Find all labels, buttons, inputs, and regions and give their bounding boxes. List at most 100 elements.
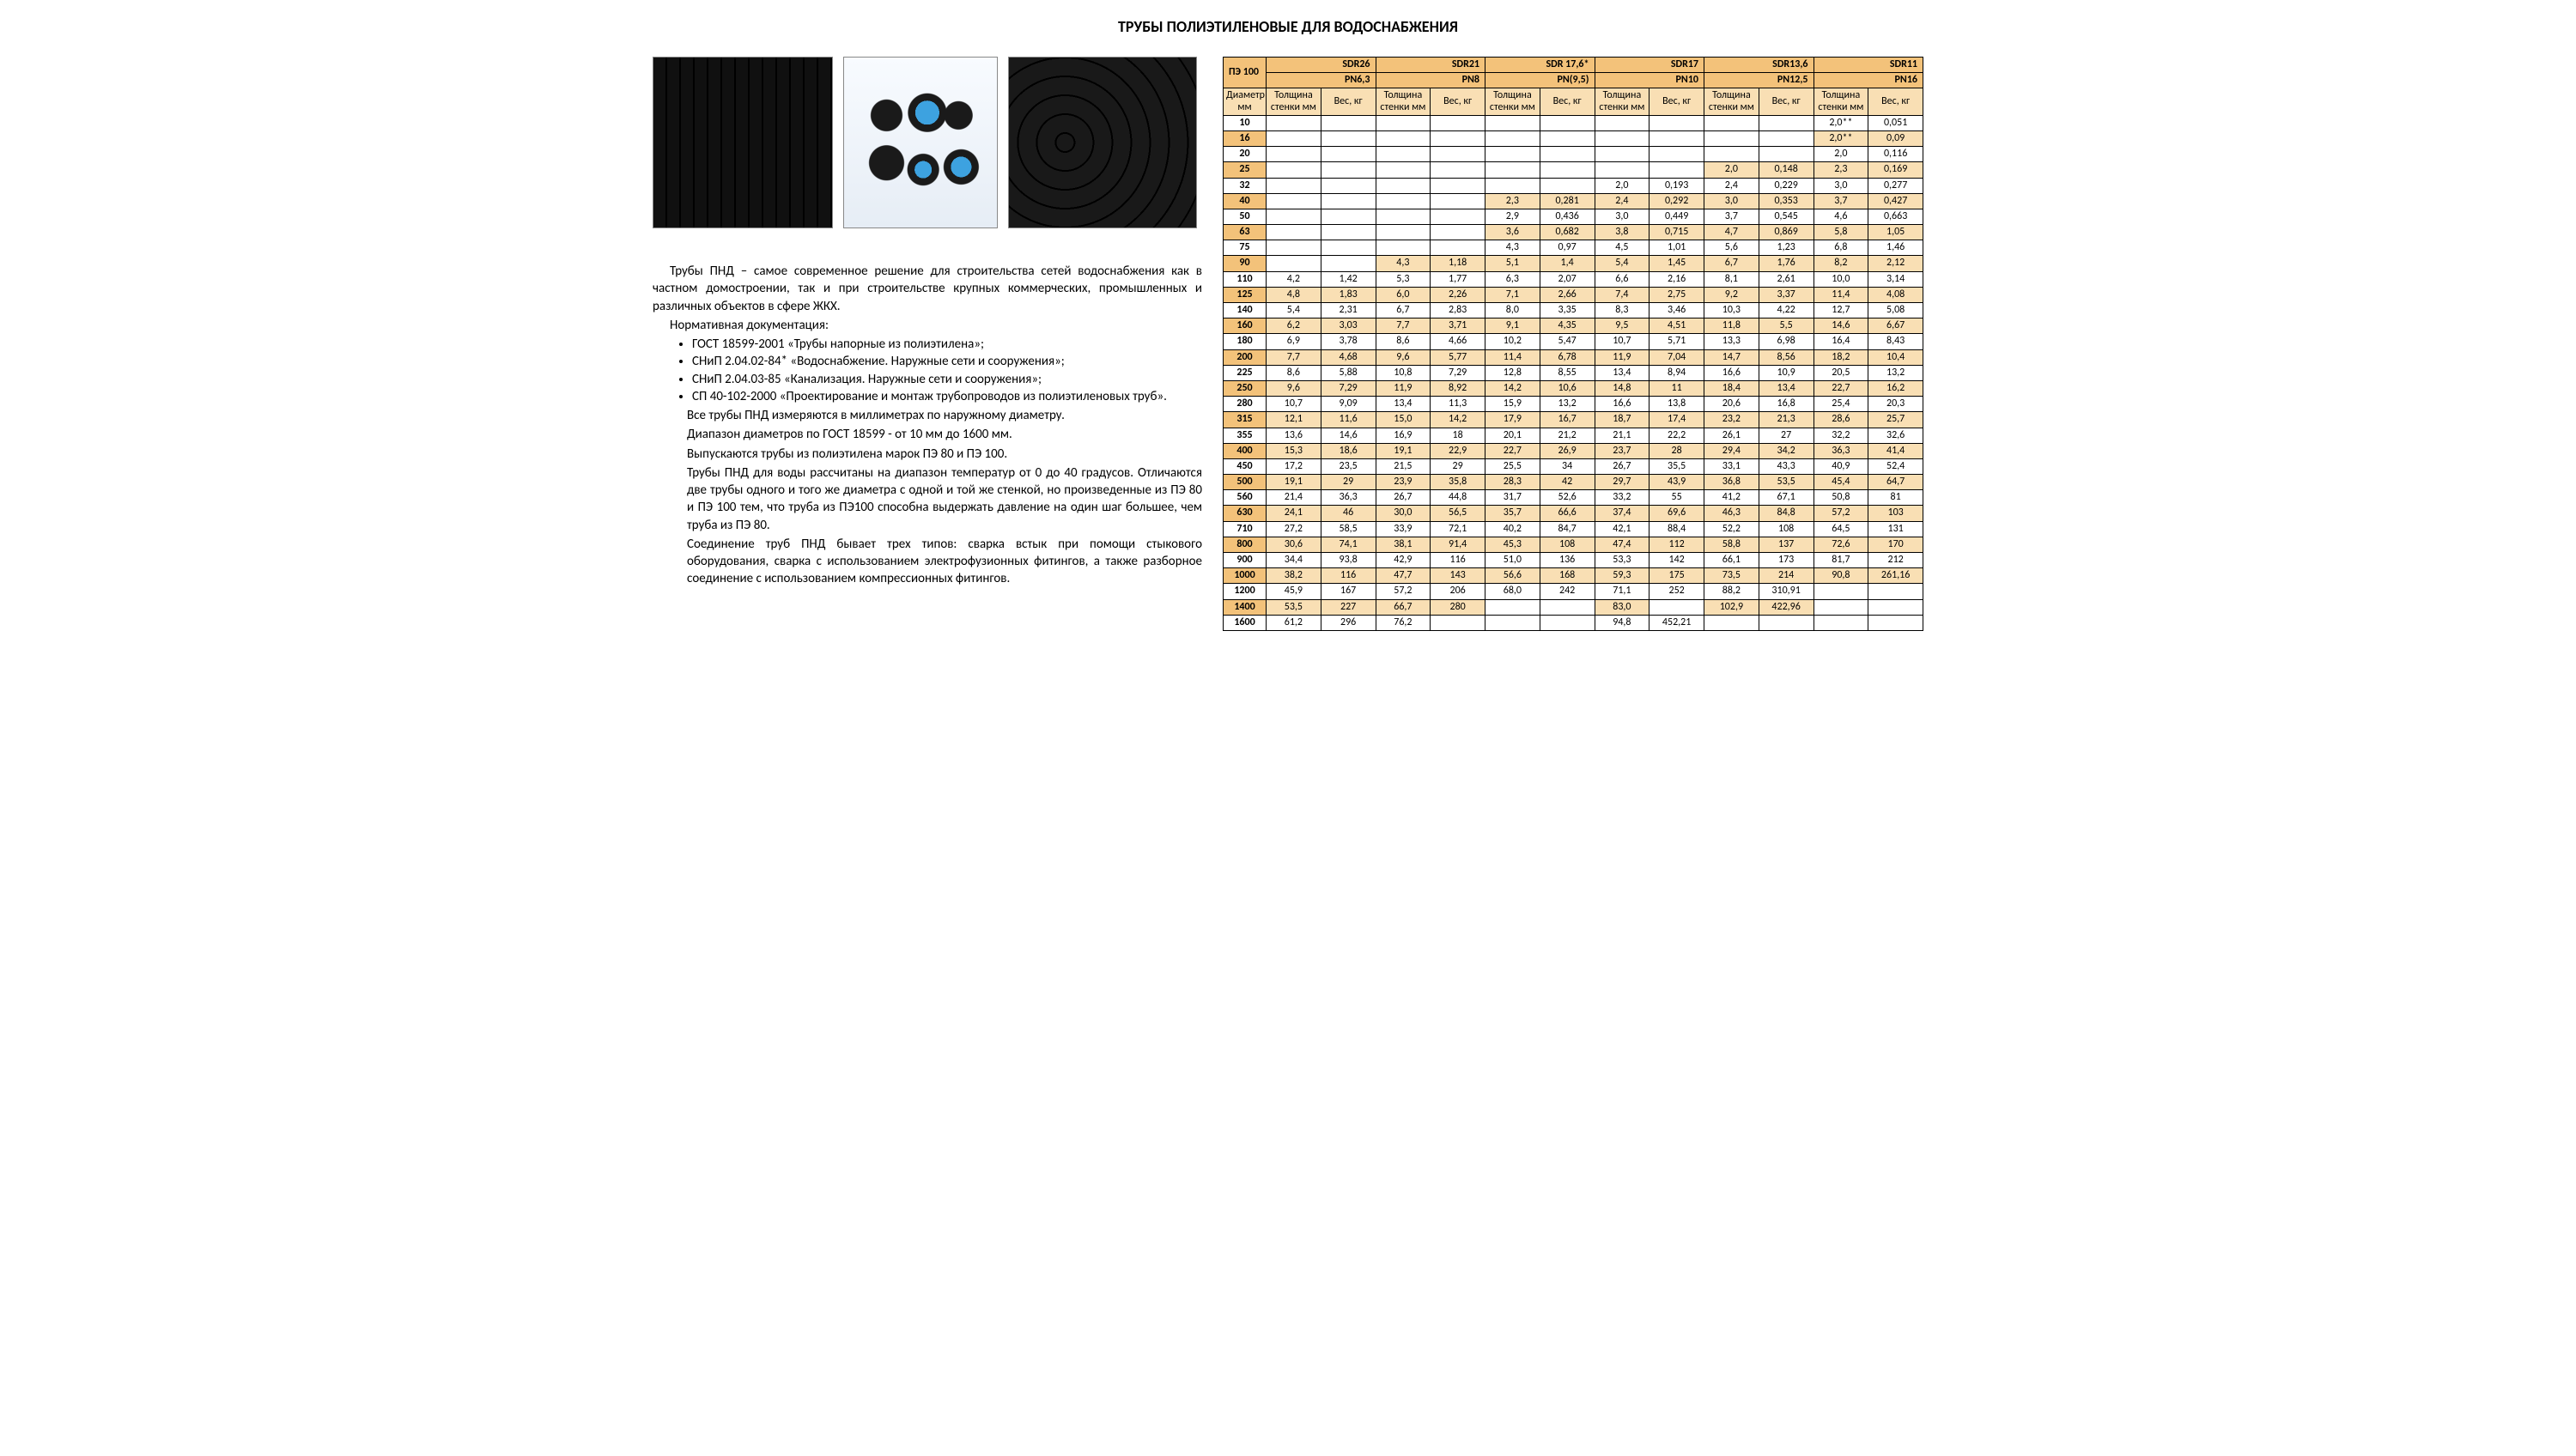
th-pn: PN(9,5) [1485,73,1595,88]
th-thick: Толщина стенки мм [1814,88,1868,115]
cell-value [1321,256,1376,271]
cell-value [1485,178,1540,193]
cell-value: 3,7 [1704,209,1759,224]
cell-value: 0,663 [1868,209,1923,224]
cell-value: 10,4 [1868,349,1923,365]
cell-value [1595,162,1649,178]
table-row: 90034,493,842,911651,013653,314266,11738… [1224,553,1923,568]
cell-value: 28,6 [1814,412,1868,428]
product-image-3 [1008,57,1197,228]
table-row: 202,00,116 [1224,147,1923,162]
cell-value: 212 [1868,553,1923,568]
cell-value: 10,7 [1595,334,1649,349]
cell-value: 1,4 [1540,256,1595,271]
cell-value: 16,8 [1759,397,1814,412]
cell-value: 103 [1868,506,1923,521]
cell-value: 9,09 [1321,397,1376,412]
cell-value: 2,31 [1321,303,1376,318]
cell-value: 55 [1649,490,1704,506]
cell-value: 14,6 [1814,318,1868,334]
cell-value: 102,9 [1704,599,1759,615]
cell-value: 227 [1321,599,1376,615]
th-pn: PN12,5 [1704,73,1814,88]
table-row: 2007,74,689,65,7711,46,7811,97,0414,78,5… [1224,349,1923,365]
cell-value: 7,7 [1376,318,1431,334]
cell-diameter: 560 [1224,490,1267,506]
cell-value: 13,8 [1649,397,1704,412]
cell-value: 108 [1759,521,1814,537]
cell-diameter: 1200 [1224,584,1267,599]
cell-value [1540,178,1595,193]
th-weight: Вес, кг [1649,88,1704,115]
cell-value [1595,115,1649,130]
cell-value: 7,29 [1431,365,1485,380]
th-weight: Вес, кг [1868,88,1923,115]
paragraph: Нормативная документация: [653,317,1202,334]
cell-value: 21,1 [1595,428,1649,443]
cell-value: 8,6 [1267,365,1321,380]
list-item: ГОСТ 18599-2001 «Трубы напорные из полиэ… [692,336,1202,353]
list-item: СНиП 2.04.02-84* «Водоснабжение. Наружны… [692,353,1202,370]
cell-value: 2,26 [1431,287,1485,302]
cell-value [1321,193,1376,209]
cell-value: 12,8 [1485,365,1540,380]
cell-value: 9,5 [1595,318,1649,334]
cell-diameter: 32 [1224,178,1267,193]
cell-value: 0,277 [1868,178,1923,193]
cell-value: 137 [1759,537,1814,552]
th-thick: Толщина стенки мм [1704,88,1759,115]
cell-value [1321,115,1376,130]
cell-value: 41,4 [1868,443,1923,458]
cell-value: 7,7 [1267,349,1321,365]
cell-value: 6,0 [1376,287,1431,302]
cell-value [1814,615,1868,630]
cell-value: 64,7 [1868,475,1923,490]
cell-value: 45,9 [1267,584,1321,599]
cell-value: 252 [1649,584,1704,599]
paragraph: Диапазон диаметров по ГОСТ 18599 - от 10… [687,426,1202,443]
cell-value: 12,1 [1267,412,1321,428]
cell-value: 5,08 [1868,303,1923,318]
cell-value: 8,55 [1540,365,1595,380]
cell-value [1814,599,1868,615]
cell-value: 8,1 [1704,271,1759,287]
cell-value: 3,7 [1814,193,1868,209]
cell-value [1540,147,1595,162]
cell-value: 17,2 [1267,458,1321,474]
cell-value [1759,147,1814,162]
cell-value: 242 [1540,584,1595,599]
cell-value: 3,46 [1649,303,1704,318]
cell-value: 3,37 [1759,287,1814,302]
cell-value: 73,5 [1704,568,1759,584]
cell-value: 74,1 [1321,537,1376,552]
cell-value: 88,2 [1704,584,1759,599]
cell-diameter: 125 [1224,287,1267,302]
cell-value: 66,6 [1540,506,1595,521]
cell-value [1704,115,1759,130]
cell-value [1431,178,1485,193]
cell-value: 1,01 [1649,240,1704,256]
cell-value: 23,7 [1595,443,1649,458]
cell-value: 7,04 [1649,349,1704,365]
cell-value: 10,0 [1814,271,1868,287]
paragraph: Все трубы ПНД измеряются в миллиметрах п… [687,407,1202,424]
table-row: 102,0**0,051 [1224,115,1923,130]
cell-value: 23,5 [1321,458,1376,474]
cell-value: 27,2 [1267,521,1321,537]
cell-value: 310,91 [1759,584,1814,599]
cell-value: 2,07 [1540,271,1595,287]
cell-value [1376,240,1431,256]
cell-value: 2,3 [1814,162,1868,178]
cell-value: 46 [1321,506,1376,521]
cell-value: 11,9 [1376,380,1431,396]
cell-value: 8,6 [1376,334,1431,349]
cell-value: 66,1 [1704,553,1759,568]
cell-value: 10,7 [1267,397,1321,412]
cell-value [1431,162,1485,178]
cell-value: 0,281 [1540,193,1595,209]
cell-value: 2,0** [1814,115,1868,130]
cell-value: 5,5 [1759,318,1814,334]
cell-value [1759,115,1814,130]
cell-value: 29 [1431,458,1485,474]
cell-value: 2,0 [1704,162,1759,178]
